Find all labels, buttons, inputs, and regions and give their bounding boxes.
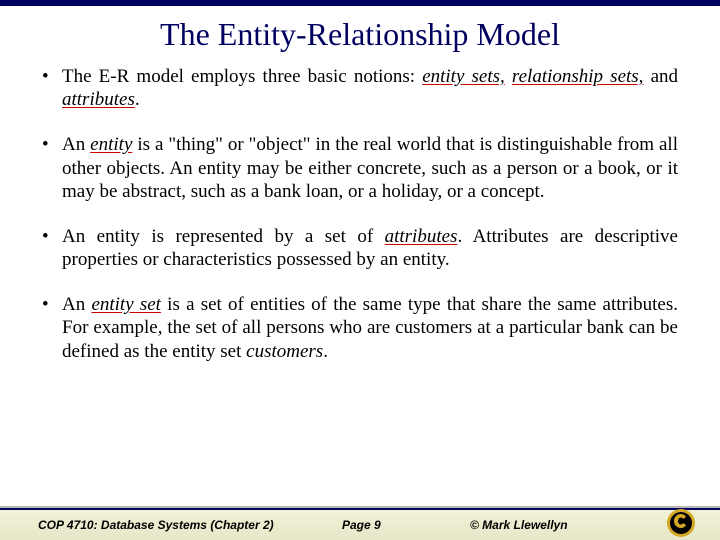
- bullet-2: An entity is a "thing" or "object" in th…: [42, 133, 678, 203]
- bullet-4: An entity set is a set of entities of th…: [42, 293, 678, 363]
- footer-page: Page 9: [342, 518, 381, 532]
- text: The E-R model employs three basic notion…: [62, 66, 422, 87]
- ucf-logo-icon: [666, 508, 696, 538]
- text: An: [62, 134, 90, 155]
- keyword-attributes: attributes: [62, 89, 135, 110]
- keyword-entity-sets: entity sets,: [422, 66, 505, 87]
- bullet-3: An entity is represented by a set of att…: [42, 225, 678, 271]
- text: [505, 66, 512, 87]
- text: .: [323, 341, 328, 362]
- slide-title: The Entity-Relationship Model: [0, 16, 720, 53]
- keyword-entity-set: entity set: [91, 294, 161, 315]
- keyword-attributes-2: attributes: [385, 226, 458, 247]
- footer-course: COP 4710: Database Systems (Chapter 2): [38, 518, 274, 532]
- text: An entity is represented by a set of: [62, 226, 385, 247]
- footer-wrap: COP 4710: Database Systems (Chapter 2) P…: [0, 506, 720, 540]
- top-border: [0, 0, 720, 6]
- text: is a "thing" or "object" in the real wor…: [62, 134, 678, 201]
- text: and: [643, 66, 678, 87]
- footer-copyright: © Mark Llewellyn: [470, 518, 568, 532]
- keyword-relationship-sets: relationship sets,: [512, 66, 644, 87]
- keyword-customers: customers: [246, 341, 323, 362]
- bullet-list: The E-R model employs three basic notion…: [42, 65, 678, 363]
- text: An: [62, 294, 91, 315]
- keyword-entity: entity: [90, 134, 132, 155]
- footer: COP 4710: Database Systems (Chapter 2) P…: [0, 510, 720, 540]
- content-area: The E-R model employs three basic notion…: [0, 65, 720, 363]
- text: .: [135, 89, 140, 110]
- bullet-1: The E-R model employs three basic notion…: [42, 65, 678, 111]
